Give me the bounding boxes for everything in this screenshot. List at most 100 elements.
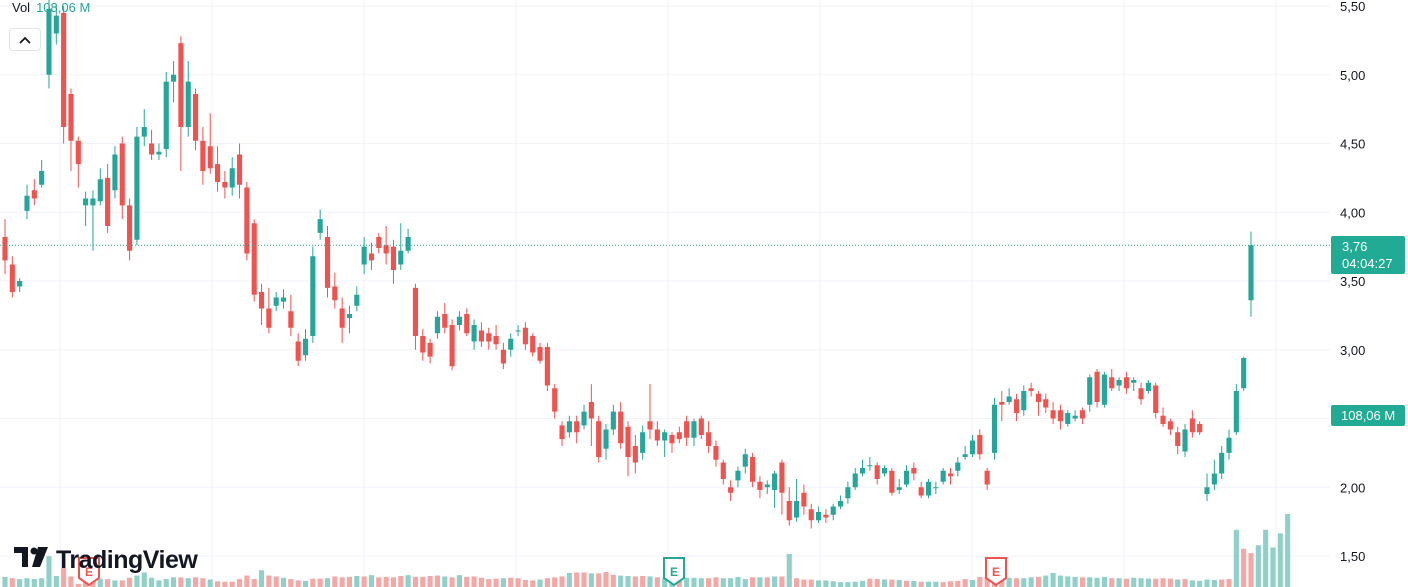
candle bbox=[9, 256, 15, 298]
candle bbox=[581, 404, 587, 430]
candle-body bbox=[1087, 377, 1093, 405]
chart-grid bbox=[0, 0, 1330, 587]
price-axis-tick-label: 3,00 bbox=[1340, 343, 1365, 358]
candle bbox=[596, 415, 602, 463]
candle bbox=[112, 146, 118, 199]
candle-body bbox=[1028, 388, 1034, 391]
candle bbox=[288, 294, 294, 336]
volume-bar bbox=[889, 579, 895, 587]
candle-body bbox=[991, 404, 998, 453]
volume-bar bbox=[471, 576, 477, 587]
candle bbox=[794, 479, 800, 522]
candle-body bbox=[39, 171, 45, 185]
volume-bar bbox=[17, 579, 23, 587]
candle-body bbox=[735, 470, 741, 481]
candle bbox=[735, 466, 741, 488]
candle bbox=[398, 223, 404, 270]
earnings-marker-icon: E bbox=[985, 557, 1007, 587]
volume-bar bbox=[1116, 578, 1122, 587]
price-axis-tick-label: 2,00 bbox=[1340, 480, 1365, 495]
candle bbox=[361, 237, 367, 275]
collapse-legend-button[interactable] bbox=[9, 28, 41, 51]
candle bbox=[75, 136, 81, 188]
candle-body bbox=[808, 509, 814, 521]
volume-bar bbox=[596, 573, 602, 587]
volume-bar bbox=[1094, 577, 1100, 587]
candle-body bbox=[1189, 418, 1195, 433]
volume-bar bbox=[464, 576, 470, 587]
volume-bar bbox=[1065, 576, 1071, 587]
volume-bar bbox=[1138, 578, 1144, 587]
candle-body bbox=[662, 432, 668, 441]
volume-bar bbox=[1072, 576, 1078, 587]
candle bbox=[178, 36, 184, 171]
candle bbox=[251, 219, 257, 302]
candle bbox=[1160, 407, 1166, 427]
candle bbox=[200, 127, 206, 185]
volume-bar bbox=[376, 577, 382, 587]
volume-bar bbox=[742, 579, 748, 587]
candle-body bbox=[1233, 391, 1239, 433]
candle-body bbox=[288, 311, 294, 328]
candle bbox=[61, 6, 67, 144]
candle bbox=[991, 397, 998, 460]
last-price-value: 3,76 bbox=[1342, 239, 1368, 254]
volume-bar bbox=[112, 580, 118, 587]
candle-body bbox=[984, 470, 990, 485]
candle bbox=[412, 283, 419, 350]
volume-bar bbox=[632, 576, 638, 587]
candle-body bbox=[911, 468, 917, 474]
candle-body bbox=[1175, 432, 1181, 446]
price-axis[interactable]: 5,505,004,504,003,503,002,502,001,50 bbox=[1340, 0, 1365, 564]
candle-body bbox=[940, 470, 946, 482]
volume-bar bbox=[515, 578, 521, 587]
tradingview-wordmark: TradingView bbox=[56, 545, 198, 574]
candle bbox=[625, 421, 631, 477]
volume-bar bbox=[449, 577, 455, 587]
candle-body bbox=[1021, 391, 1027, 411]
volume-bar bbox=[676, 578, 682, 587]
tradingview-logo[interactable]: TradingView bbox=[14, 544, 198, 576]
candle-body bbox=[815, 512, 822, 521]
candle bbox=[962, 446, 968, 460]
candle bbox=[786, 487, 792, 526]
last-price-label: 3,76 04:04:27 bbox=[1331, 236, 1405, 274]
candle-body bbox=[632, 446, 638, 463]
candle bbox=[171, 61, 177, 103]
candle bbox=[508, 333, 514, 357]
candle-body bbox=[222, 182, 228, 188]
volume-bar bbox=[61, 568, 67, 587]
volume-bar bbox=[815, 580, 822, 587]
volume-bar bbox=[574, 572, 580, 587]
candle-body bbox=[603, 429, 609, 449]
volume-bar bbox=[1028, 577, 1034, 587]
volume-bar bbox=[2, 576, 8, 587]
volume-bar bbox=[1013, 578, 1020, 587]
candle-body bbox=[442, 314, 448, 328]
candle-body bbox=[1072, 415, 1078, 419]
volume-bar bbox=[420, 576, 426, 587]
candle-body bbox=[46, 8, 52, 75]
volume-bar bbox=[1145, 578, 1151, 587]
candle bbox=[1065, 410, 1071, 427]
candle-body bbox=[376, 237, 382, 248]
candle bbox=[324, 226, 331, 298]
candle bbox=[662, 429, 668, 457]
candle bbox=[258, 283, 265, 325]
candle bbox=[273, 292, 279, 312]
volume-bar bbox=[266, 575, 272, 587]
candle-body bbox=[192, 94, 199, 141]
candle-body bbox=[1065, 413, 1071, 424]
volume-bar bbox=[1153, 578, 1159, 587]
volume-bar bbox=[1123, 578, 1129, 587]
volume-bar bbox=[280, 577, 287, 587]
volume-bar bbox=[163, 579, 169, 587]
volume-bar bbox=[493, 578, 499, 587]
candle bbox=[845, 481, 851, 504]
candle-body bbox=[97, 179, 103, 202]
candle-body bbox=[596, 421, 602, 457]
volume-bar bbox=[852, 581, 858, 587]
volume-bar bbox=[427, 576, 433, 587]
